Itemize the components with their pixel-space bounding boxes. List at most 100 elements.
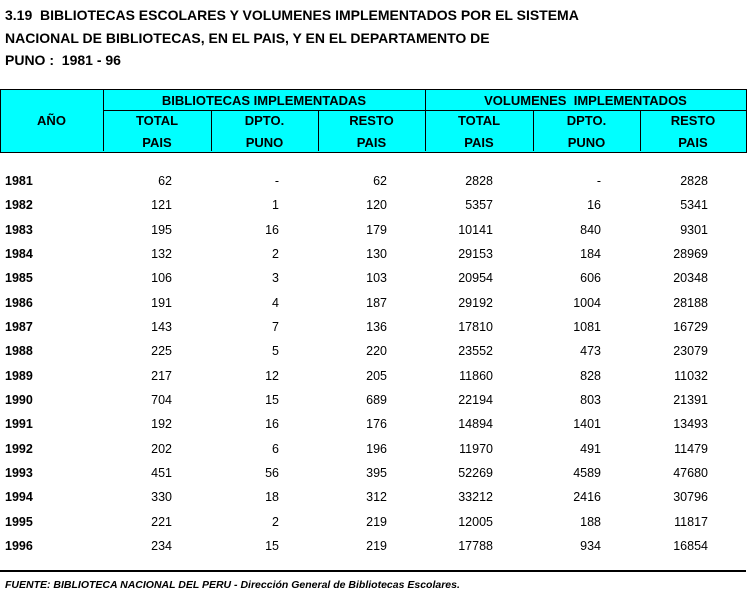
cell: 16729 [673,319,708,334]
cell: 451 [151,465,172,480]
row-year: 1989 [5,368,33,383]
cell: 130 [366,246,387,261]
cell: 2 [272,246,279,261]
header-column: DPTO. [244,113,285,128]
row-year: 1995 [5,514,33,529]
header-divider [640,111,641,151]
header-column: TOTAL [457,113,501,128]
cell: 103 [366,271,387,286]
cell: 11479 [674,441,708,456]
row-year: 1991 [5,417,33,432]
cell: 62 [373,174,387,188]
cell: 16 [265,417,279,432]
cell: 195 [151,222,172,237]
cell: 202 [151,441,172,456]
header-divider [103,89,104,151]
cell: 29192 [458,295,493,310]
cell: 52269 [458,465,493,480]
cell: 12005 [458,514,493,529]
cell: 176 [366,417,387,432]
cell: 21391 [673,392,708,407]
header-box [0,89,747,153]
cell: 221 [151,514,172,529]
cell: 5 [272,344,279,359]
cell: 234 [151,538,172,553]
header-column: PAIS [464,135,494,150]
cell: 17788 [458,538,493,553]
row-year: 1985 [5,271,33,286]
cell: 120 [366,198,387,213]
cell: 132 [151,246,172,261]
cell: 5357 [465,198,493,213]
cell: 1081 [573,319,601,334]
header-group: BIBLIOTECAS IMPLEMENTADAS [161,93,367,108]
cell: 2416 [573,490,601,505]
header-column: PAIS [142,135,172,150]
cell: 704 [151,392,172,407]
cell: 6 [272,441,279,456]
cell: 15 [265,538,279,553]
title-line: NACIONAL DE BIBLIOTECAS, EN EL PAIS, Y E… [5,29,490,46]
title-line: 3.19 BIBLIOTECAS ESCOLARES Y VOLUMENES I… [5,7,579,23]
cell: 330 [151,490,172,505]
cell: 121 [151,198,172,213]
title-line: PUNO : 1981 - 96 [5,52,121,68]
cell: 187 [366,295,387,310]
cell: 17810 [458,319,493,334]
row-year: 1987 [5,319,33,334]
row-year: 1981 [5,174,33,188]
cell: 803 [580,392,601,407]
footer-rule [0,570,746,572]
cell: 184 [580,246,601,261]
cell: - [274,174,279,188]
cell: 13493 [673,417,708,432]
cell: 219 [366,514,387,529]
header-column: PUNO [567,135,606,150]
cell: 23079 [673,344,708,359]
row-year: 1996 [5,538,33,553]
cell: 20954 [458,271,493,286]
cell: 143 [151,319,172,334]
header-divider [211,111,212,151]
cell: 1 [272,198,279,213]
cell: 56 [265,465,279,480]
header-divider [533,111,534,151]
cell: 188 [580,514,601,529]
row-year: 1993 [5,465,33,480]
cell: 15 [265,392,279,407]
footer: FUENTE: BIBLIOTECA NACIONAL DEL PERU - D… [5,579,460,591]
cell: 205 [366,368,387,383]
cell: 12 [265,368,279,383]
cell: 220 [366,344,387,359]
cell: 16854 [673,538,708,553]
cell: 2828 [465,174,493,188]
cell: 11032 [674,368,708,383]
cell: 62 [158,174,172,188]
header-divider [425,89,426,151]
cell: 9301 [680,222,708,237]
cell: 225 [151,344,172,359]
header-group: VOLUMENES IMPLEMENTADOS [484,93,687,108]
cell: 106 [151,271,172,286]
cell: 4589 [573,465,601,480]
cell: 5341 [680,198,708,213]
cell: 30796 [673,490,708,505]
cell: 11817 [674,514,708,529]
cell: 191 [151,295,172,310]
cell: 473 [580,344,601,359]
cell: 312 [366,490,387,505]
cell: 219 [366,538,387,553]
header-divider [103,110,746,111]
cell: 22194 [458,392,493,407]
cell: 828 [580,368,601,383]
cell: 217 [151,368,172,383]
cell: 3 [272,271,279,286]
cell: 23552 [458,344,493,359]
row-year: 1984 [5,246,33,261]
header-column: RESTO [670,113,716,128]
cell: 196 [366,441,387,456]
row-year: 1992 [5,441,33,456]
cell: 606 [580,271,601,286]
cell: 29153 [458,246,493,261]
